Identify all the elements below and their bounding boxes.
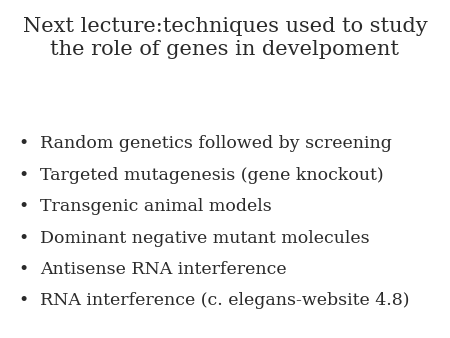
Text: •: • [18, 167, 28, 184]
Text: RNA interference (c. elegans-website 4.8): RNA interference (c. elegans-website 4.8… [40, 292, 410, 309]
Text: •: • [18, 198, 28, 215]
Text: Random genetics followed by screening: Random genetics followed by screening [40, 135, 392, 152]
Text: Dominant negative mutant molecules: Dominant negative mutant molecules [40, 230, 370, 246]
Text: Transgenic animal models: Transgenic animal models [40, 198, 272, 215]
Text: Targeted mutagenesis (gene knockout): Targeted mutagenesis (gene knockout) [40, 167, 384, 184]
Text: •: • [18, 230, 28, 246]
Text: •: • [18, 292, 28, 309]
Text: •: • [18, 135, 28, 152]
Text: Antisense RNA interference: Antisense RNA interference [40, 261, 287, 278]
Text: •: • [18, 261, 28, 278]
Text: Next lecture:techniques used to study
the role of genes in develpoment: Next lecture:techniques used to study th… [22, 17, 427, 59]
